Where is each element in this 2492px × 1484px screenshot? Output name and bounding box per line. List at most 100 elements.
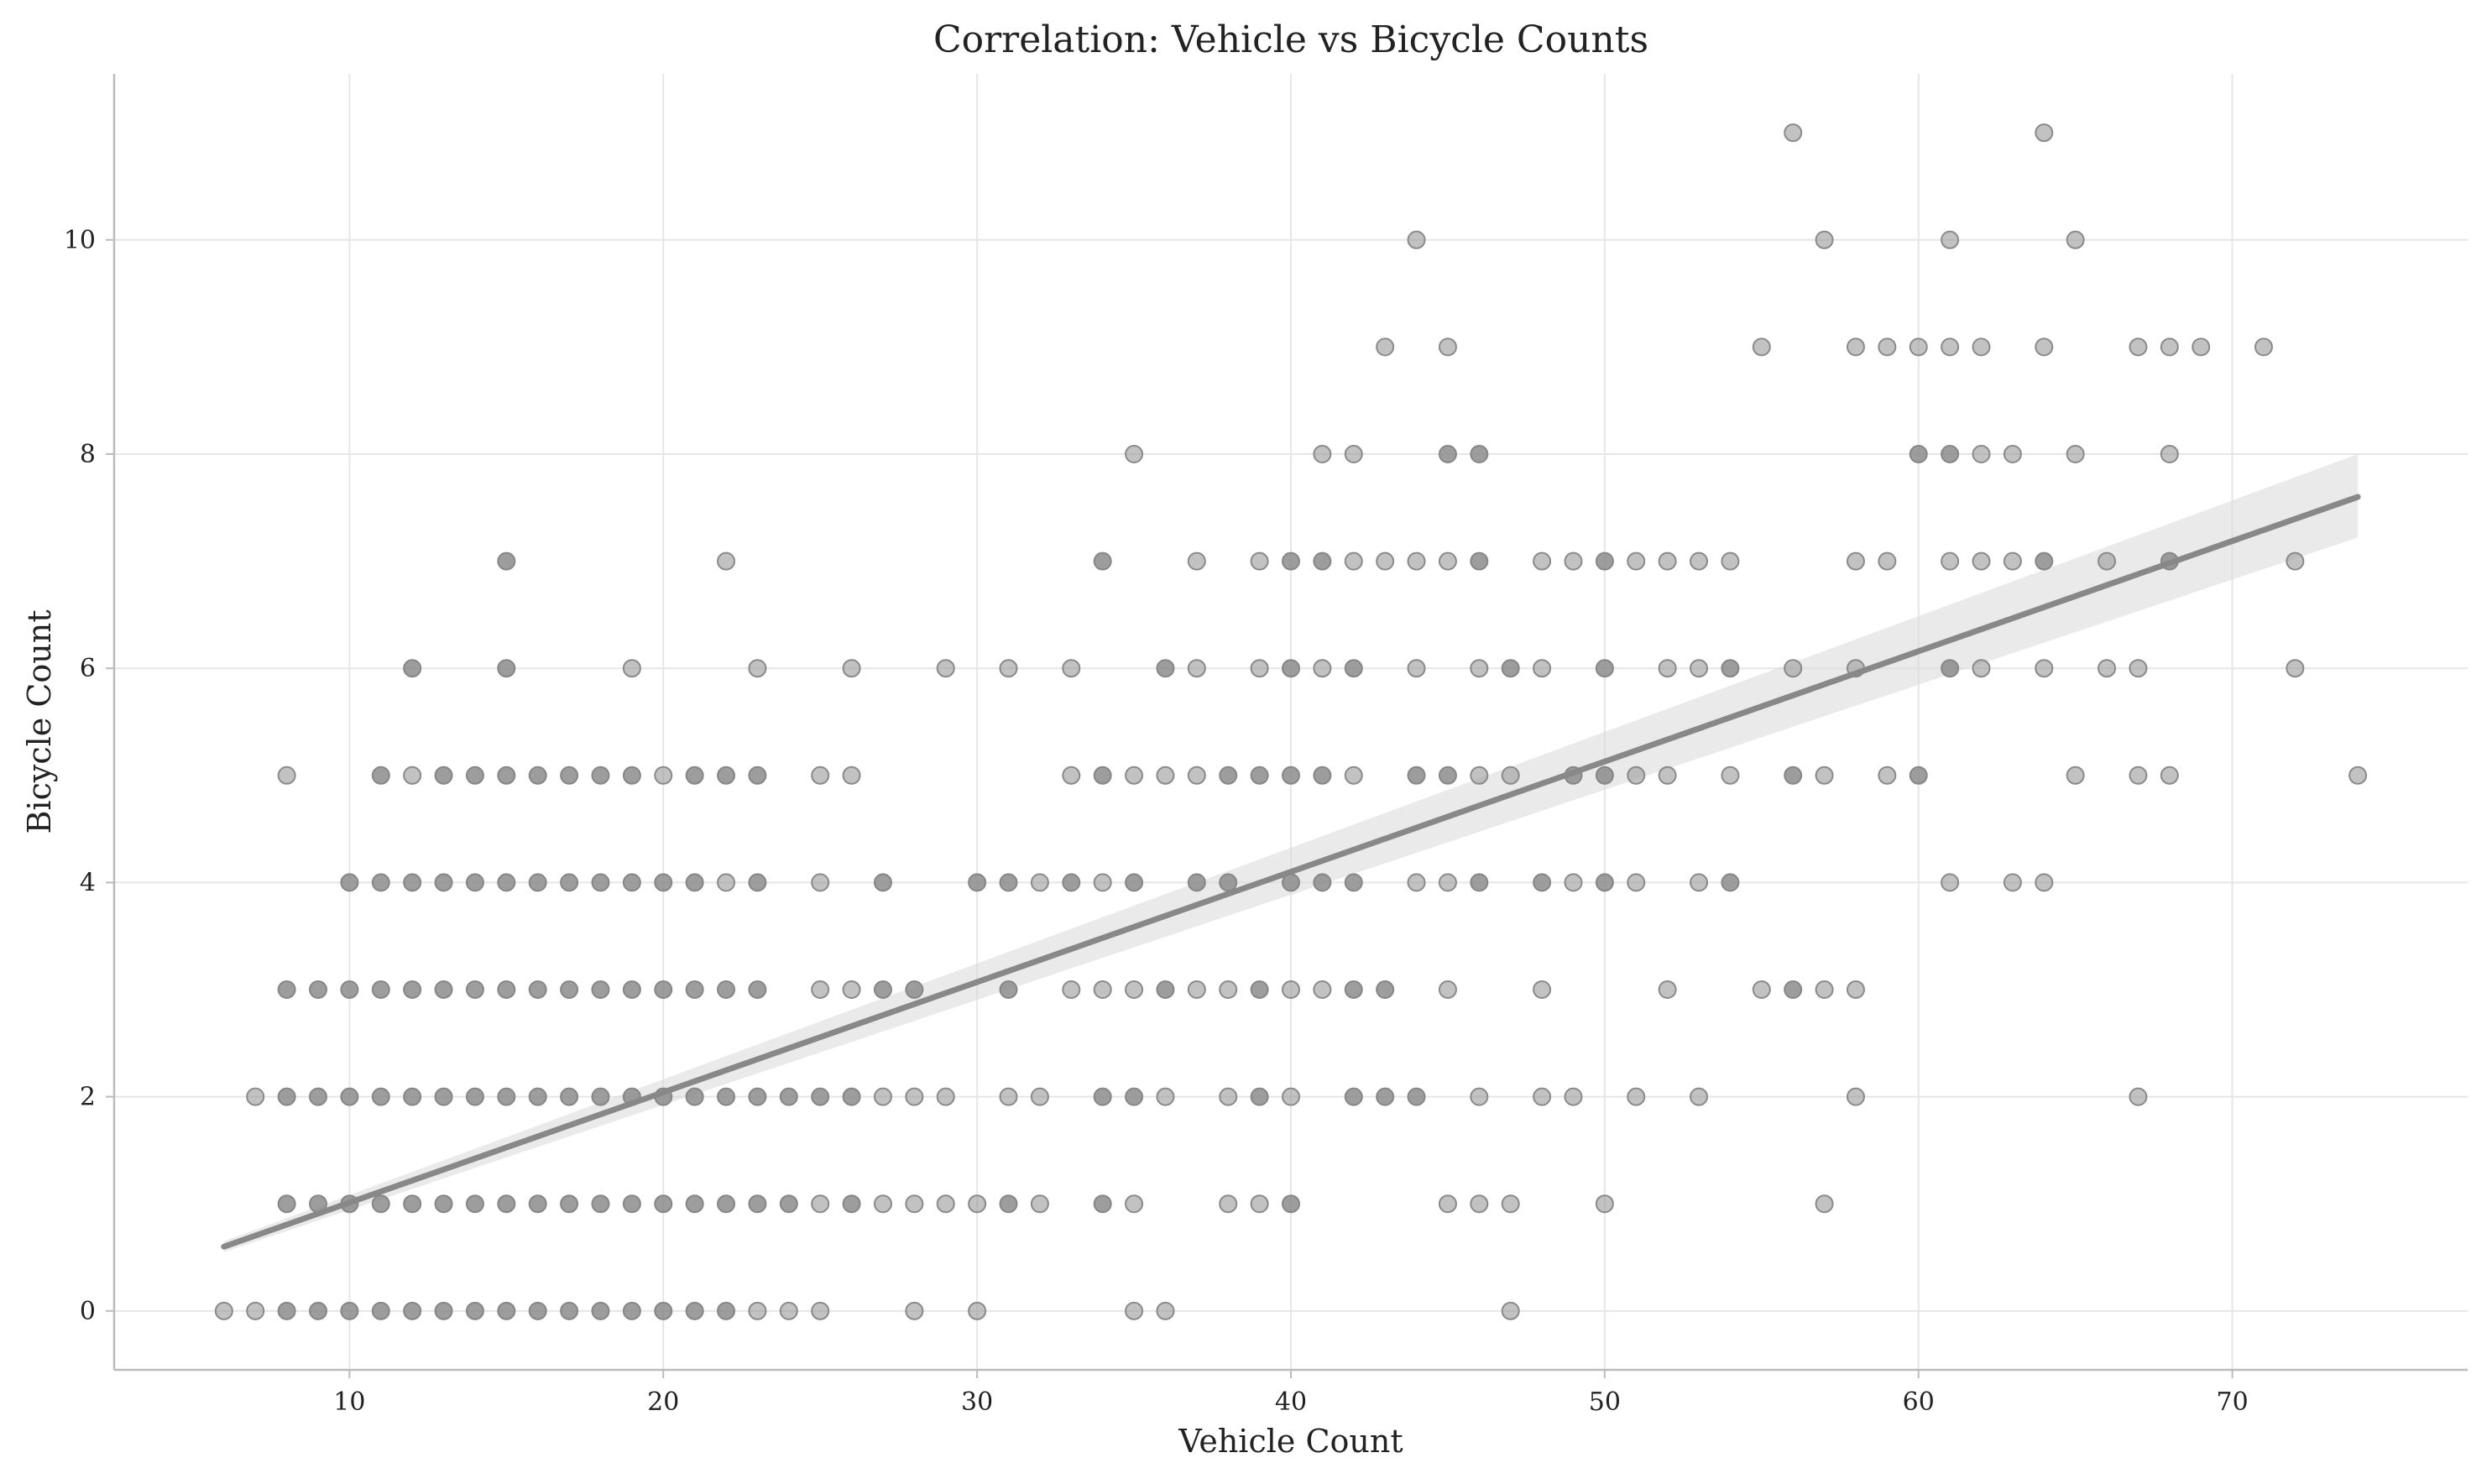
scatter-point bbox=[1564, 551, 1583, 571]
scatter-point bbox=[1313, 659, 1332, 678]
scatter-point-overlap bbox=[749, 981, 766, 999]
scatter-point bbox=[2129, 766, 2148, 785]
scatter-point-overlap bbox=[812, 1088, 829, 1105]
scatter-point-overlap bbox=[529, 981, 546, 999]
scatter-point bbox=[1438, 551, 1457, 571]
scatter-point bbox=[1752, 337, 1771, 357]
scatter-point-overlap bbox=[498, 766, 515, 784]
scatter-point bbox=[2035, 873, 2054, 892]
scatter-point bbox=[1376, 551, 1395, 571]
y-tick-label: 4 bbox=[80, 868, 96, 897]
scatter-point bbox=[1219, 1087, 1238, 1106]
scatter-point-overlap bbox=[466, 1195, 483, 1213]
scatter-point bbox=[2160, 444, 2179, 463]
scatter-point bbox=[1784, 123, 1803, 143]
scatter-point bbox=[1972, 659, 1991, 678]
scatter-point-overlap bbox=[466, 874, 483, 891]
scatter-point-overlap bbox=[623, 874, 640, 891]
scatter-point-overlap bbox=[529, 1088, 546, 1105]
scatter-point bbox=[2066, 444, 2085, 463]
x-axis-label: Vehicle Count bbox=[1178, 1423, 1403, 1460]
scatter-point bbox=[2003, 444, 2022, 463]
scatter-point-overlap bbox=[498, 1302, 515, 1319]
scatter-point bbox=[842, 980, 861, 1000]
scatter-point-overlap bbox=[372, 1088, 389, 1105]
scatter-point-overlap bbox=[1784, 766, 1802, 784]
scatter-point bbox=[1125, 1301, 1144, 1320]
scatter-point bbox=[1125, 1194, 1144, 1214]
scatter-point-overlap bbox=[749, 1195, 766, 1213]
scatter-point-overlap bbox=[341, 1302, 358, 1319]
chart-title: Correlation: Vehicle vs Bicycle Counts bbox=[933, 18, 1648, 61]
scatter-point bbox=[1941, 337, 1960, 357]
scatter-point-overlap bbox=[372, 1302, 389, 1319]
scatter-point bbox=[1972, 337, 1991, 357]
scatter-point bbox=[2066, 230, 2085, 249]
scatter-point bbox=[1658, 766, 1677, 785]
scatter-point bbox=[2129, 659, 2148, 678]
scatter-point-overlap bbox=[278, 981, 295, 999]
y-tick-label: 10 bbox=[64, 226, 96, 255]
scatter-point bbox=[1878, 766, 1897, 785]
y-tick-label: 8 bbox=[80, 440, 96, 469]
scatter-point-overlap bbox=[404, 1302, 421, 1319]
scatter-point bbox=[1187, 659, 1206, 678]
scatter-point bbox=[1815, 230, 1834, 249]
scatter-point bbox=[936, 1087, 955, 1106]
scatter-point-overlap bbox=[1251, 981, 1268, 999]
scatter-point bbox=[1878, 337, 1897, 357]
scatter-point-overlap bbox=[561, 1088, 578, 1105]
scatter-point-overlap bbox=[780, 1088, 797, 1105]
scatter-point bbox=[1344, 766, 1363, 785]
scatter-point-overlap bbox=[1596, 660, 1613, 677]
scatter-point bbox=[1595, 1194, 1614, 1214]
scatter-point-overlap bbox=[1721, 660, 1739, 677]
scatter-point-overlap bbox=[718, 766, 735, 784]
scatter-point-overlap bbox=[1220, 874, 1237, 891]
scatter-point bbox=[1846, 551, 1865, 571]
scatter-point-overlap bbox=[1784, 981, 1802, 999]
scatter-point-overlap bbox=[1408, 766, 1425, 784]
scatter-point bbox=[1784, 659, 1803, 678]
scatter-point-overlap bbox=[466, 981, 483, 999]
scatter-point-overlap bbox=[1345, 874, 1362, 891]
scatter-point bbox=[1627, 551, 1646, 571]
scatter-point-overlap bbox=[1251, 766, 1268, 784]
scatter-point-overlap bbox=[1094, 1088, 1111, 1105]
scatter-point-overlap bbox=[592, 874, 609, 891]
scatter-point bbox=[1815, 1194, 1834, 1214]
scatter-point-overlap bbox=[623, 1302, 640, 1319]
scatter-point-overlap bbox=[1377, 981, 1394, 999]
ticks-layer: 10 20 30 40 50 60 70 0 2 4 6 8 10 bbox=[64, 226, 2249, 1417]
scatter-point-overlap bbox=[1439, 445, 1456, 462]
scatter-point bbox=[214, 1301, 233, 1320]
scatter-point-overlap bbox=[718, 1195, 735, 1213]
scatter-point bbox=[2098, 551, 2117, 571]
scatter-point-overlap bbox=[529, 874, 546, 891]
scatter-point-overlap bbox=[278, 1195, 295, 1213]
scatter-point-overlap bbox=[592, 1088, 609, 1105]
scatter-point bbox=[1187, 980, 1206, 1000]
scatter-point bbox=[779, 1301, 798, 1320]
scatter-point-overlap bbox=[498, 660, 515, 677]
scatter-point-overlap bbox=[686, 766, 703, 784]
scatter-point-overlap bbox=[749, 1088, 766, 1105]
scatter-point bbox=[1721, 551, 1740, 571]
scatter-point bbox=[1407, 230, 1426, 249]
scatter-point-overlap bbox=[592, 766, 609, 784]
scatter-point bbox=[1941, 873, 1960, 892]
scatter-point bbox=[1627, 766, 1646, 785]
scatter-point bbox=[1533, 659, 1552, 678]
scatter-point bbox=[2003, 551, 2022, 571]
scatter-point-overlap bbox=[1941, 445, 1959, 462]
scatter-point bbox=[1125, 766, 1144, 785]
scatter-point bbox=[1187, 766, 1206, 785]
scatter-point bbox=[748, 659, 767, 678]
scatter-point-overlap bbox=[780, 1195, 797, 1213]
scatter-point-overlap bbox=[655, 981, 672, 999]
scatter-point-overlap bbox=[372, 1195, 389, 1213]
scatter-point bbox=[1125, 980, 1144, 1000]
scatter-point bbox=[811, 1301, 830, 1320]
scatter-point-overlap bbox=[1000, 1195, 1017, 1213]
scatter-point bbox=[1344, 551, 1363, 571]
